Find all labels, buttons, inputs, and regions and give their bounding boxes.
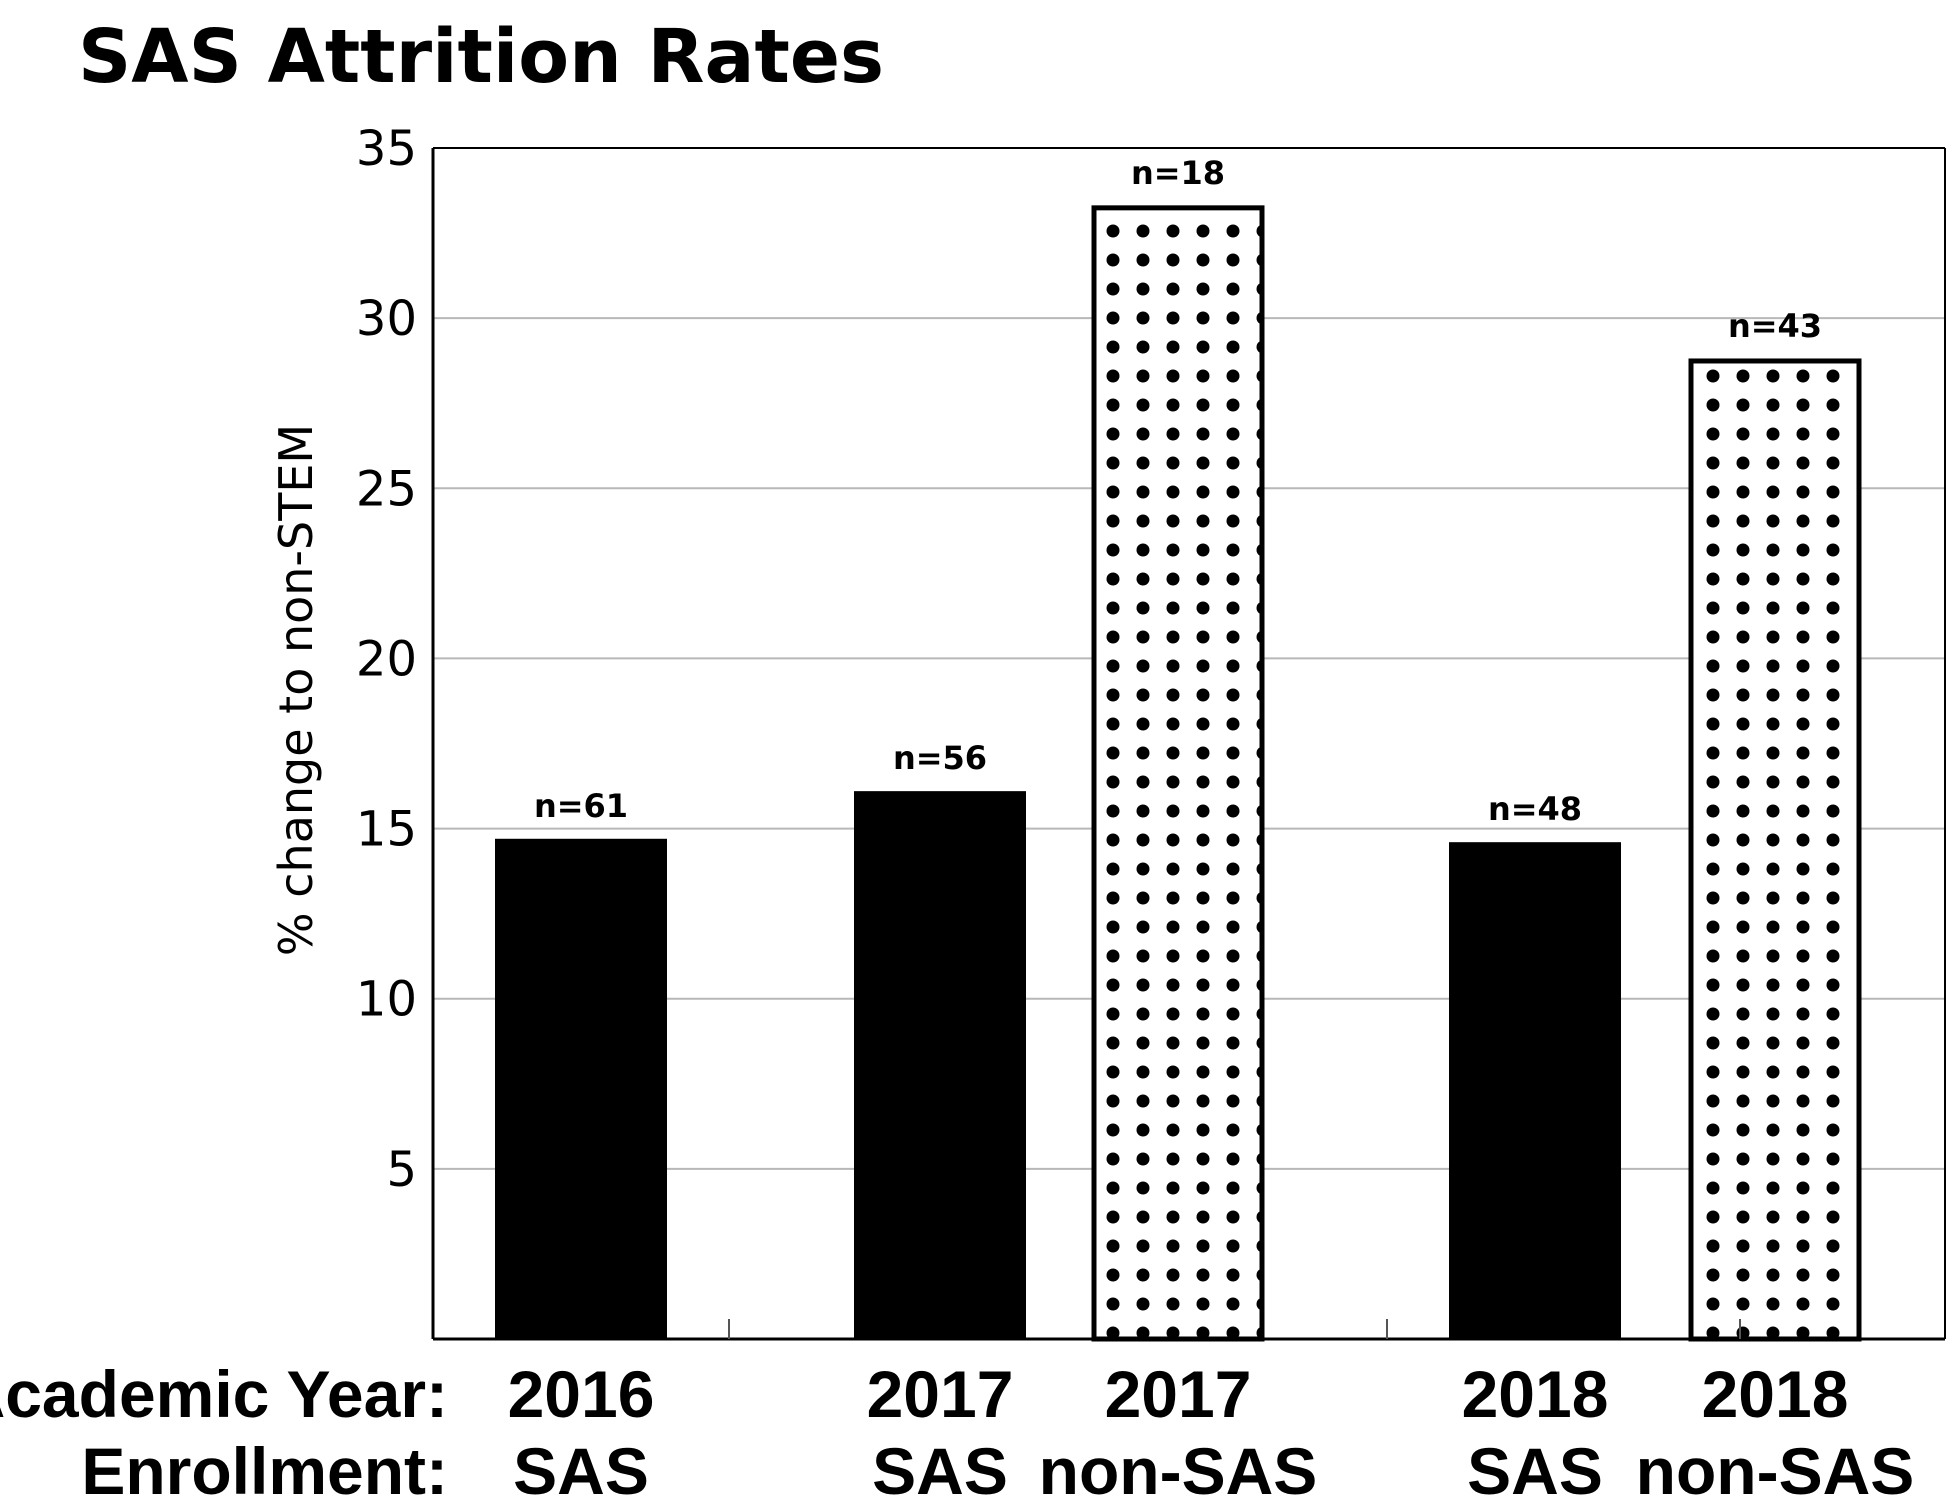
y-tick-label: 5: [386, 1142, 417, 1198]
x-label-enrollment: SAS: [872, 1434, 1008, 1498]
bar-n-label: n=43: [1728, 307, 1822, 345]
y-tick-labels: 5 10 15 20 25 30 35: [356, 121, 417, 1198]
x-label-enrollment: SAS: [513, 1434, 649, 1498]
bar: [854, 791, 1026, 1339]
y-tick-label: 35: [356, 121, 417, 177]
bar: [1688, 358, 1862, 1342]
bar: [1091, 205, 1265, 1342]
row-header-enrollment: Enrollment:: [81, 1434, 448, 1498]
x-label-enrollment: SAS: [1467, 1434, 1603, 1498]
y-axis-label: % change to non-STEM: [269, 424, 323, 956]
axes: [431, 147, 1946, 1341]
bar-n-label: n=18: [1131, 154, 1225, 192]
bar-n-label: n=56: [893, 739, 987, 777]
bar-n-label: n=61: [534, 787, 628, 825]
y-tick-label: 30: [356, 291, 417, 347]
y-tick-label: 25: [356, 461, 417, 517]
x-category-labels: 2016SAS2017SAS2017non-SAS2018SAS2018non-…: [508, 1357, 1915, 1498]
x-label-enrollment: non-SAS: [1636, 1434, 1915, 1498]
x-label-enrollment: non-SAS: [1039, 1434, 1318, 1498]
x-label-year: 2018: [1702, 1357, 1849, 1431]
bar-n-label: n=48: [1488, 790, 1582, 828]
y-tick-label: 20: [356, 631, 417, 687]
x-label-year: 2017: [1105, 1357, 1252, 1431]
bars: [495, 205, 1862, 1342]
row-header-academic-year: Academic Year:: [0, 1357, 448, 1431]
y-tick-label: 10: [356, 972, 417, 1028]
x-label-year: 2018: [1462, 1357, 1609, 1431]
x-label-year: 2016: [508, 1357, 655, 1431]
bar: [495, 838, 667, 1339]
bar: [1449, 842, 1621, 1339]
n-labels: n=61 n=56 n=18 n=48 n=43: [534, 154, 1822, 828]
x-label-year: 2017: [867, 1357, 1014, 1431]
y-tick-label: 15: [356, 802, 417, 858]
chart-title: SAS Attrition Rates: [78, 14, 884, 100]
